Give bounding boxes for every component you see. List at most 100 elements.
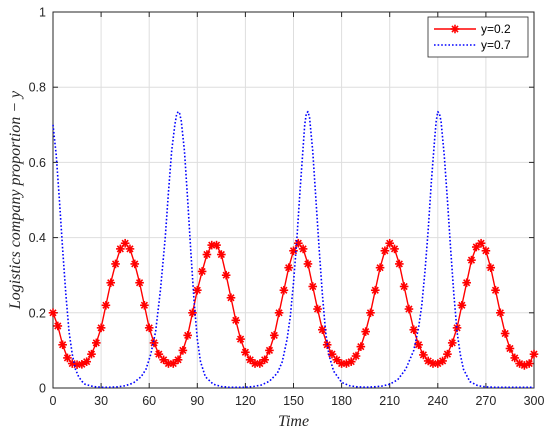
data-point-marker	[462, 278, 471, 288]
data-point-marker	[135, 278, 144, 288]
data-point-marker	[53, 321, 63, 331]
data-point-marker	[226, 293, 236, 303]
data-point-marker	[48, 308, 58, 318]
tick-labels: 0 30 60 90 120 150 180 210 240 270 300 0 0.2 0.4 0.6 0.…	[29, 6, 545, 409]
x-tick-label: 120	[235, 394, 256, 408]
data-point-marker	[351, 351, 361, 361]
data-point-marker	[130, 259, 140, 269]
data-point-marker	[178, 346, 188, 355]
data-point-marker	[284, 263, 293, 272]
data-point-marker	[313, 304, 322, 314]
data-point-marker	[375, 263, 385, 272]
data-point-marker	[327, 349, 337, 359]
data-point-marker	[236, 334, 245, 344]
data-point-marker	[404, 304, 414, 314]
data-point-marker	[149, 338, 159, 348]
data-point-marker	[183, 331, 192, 340]
legend-label: y=0.7	[481, 38, 511, 52]
x-axis-title: Time	[278, 413, 309, 430]
data-point-marker	[486, 263, 496, 272]
data-point-marker	[390, 244, 399, 254]
data-point-marker	[450, 24, 460, 34]
data-point-marker	[294, 238, 303, 248]
data-point-marker	[505, 344, 515, 353]
data-point-marker	[496, 308, 505, 318]
data-point-marker	[197, 267, 207, 276]
x-tick-label: 150	[283, 394, 304, 408]
data-point-marker	[395, 259, 404, 269]
x-tick-label: 270	[475, 394, 496, 408]
data-point-marker	[106, 278, 116, 288]
data-point-marker	[491, 285, 500, 295]
x-tick-label: 60	[142, 394, 156, 408]
data-point-marker	[58, 340, 67, 350]
y-axis-title: Logistics company proportion − y	[7, 90, 24, 310]
legend: y=0.2 y=0.7	[427, 16, 529, 58]
data-point-marker	[140, 300, 149, 310]
data-point-marker	[303, 259, 313, 269]
data-point-marker	[443, 349, 452, 359]
x-tick-label: 30	[94, 394, 108, 408]
data-point-marker	[154, 349, 164, 359]
data-point-marker	[356, 342, 366, 351]
data-point-marker	[447, 338, 457, 348]
y-tick-label: 0	[39, 382, 46, 396]
data-point-marker	[188, 308, 197, 318]
data-point-marker	[212, 240, 221, 250]
plot-frame	[52, 11, 535, 389]
data-point-marker	[457, 300, 467, 310]
data-point-marker	[269, 331, 279, 340]
legend-label: y=0.2	[481, 22, 511, 36]
data-point-marker	[342, 359, 351, 368]
data-point-marker	[111, 259, 120, 269]
data-point-marker	[96, 323, 106, 333]
data-point-marker	[510, 353, 520, 363]
data-point-marker	[380, 246, 390, 256]
data-point-marker	[116, 244, 125, 254]
data-point-marker	[82, 357, 91, 366]
data-point-marker	[298, 244, 308, 254]
y-tick-label: 1	[39, 6, 46, 20]
data-point-marker	[217, 250, 226, 259]
data-point-marker	[101, 300, 111, 310]
data-point-marker	[202, 250, 212, 259]
data-point-marker	[481, 246, 491, 256]
series-layer	[48, 110, 539, 389]
data-point-marker	[63, 353, 72, 363]
data-point-marker	[265, 346, 274, 355]
data-point-marker	[279, 285, 289, 295]
data-point-marker	[524, 359, 534, 368]
axes	[52, 11, 535, 389]
data-point-marker	[144, 323, 154, 333]
data-point-marker	[476, 238, 486, 248]
data-point-marker	[399, 282, 409, 291]
data-point-marker	[467, 255, 476, 265]
data-point-marker	[438, 356, 447, 366]
x-tick-label: 180	[331, 394, 352, 408]
data-point-marker	[346, 357, 356, 366]
data-point-marker	[241, 347, 250, 357]
y-tick-label: 0.6	[29, 156, 46, 170]
x-tick-label: 300	[524, 394, 545, 408]
data-point-marker	[308, 282, 318, 291]
data-point-marker	[452, 323, 462, 333]
data-point-marker	[173, 355, 183, 365]
data-point-marker	[370, 285, 380, 295]
x-tick-label: 240	[427, 394, 448, 408]
data-point-marker	[366, 308, 375, 318]
data-point-marker	[231, 316, 241, 325]
x-tick-label: 0	[50, 394, 57, 408]
y-tick-label: 0.8	[29, 81, 46, 95]
data-point-marker	[361, 327, 370, 336]
data-point-marker	[221, 270, 231, 280]
data-point-marker	[500, 329, 510, 338]
data-point-marker	[120, 238, 130, 248]
data-point-marker	[318, 325, 327, 335]
data-point-marker	[274, 308, 284, 318]
data-point-marker	[385, 238, 394, 248]
data-point-marker	[409, 325, 419, 335]
data-point-marker	[125, 244, 135, 254]
data-point-marker	[87, 349, 96, 359]
x-tick-label: 90	[190, 394, 204, 408]
